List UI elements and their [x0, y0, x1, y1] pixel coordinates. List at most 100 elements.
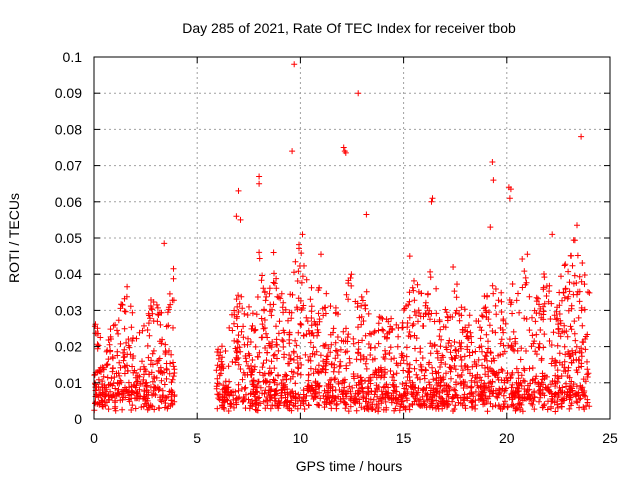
data-point: [332, 339, 339, 346]
data-point: [300, 395, 307, 402]
data-point: [487, 379, 494, 386]
data-point: [305, 402, 312, 409]
data-point: [426, 403, 433, 410]
data-point: [470, 393, 477, 400]
data-point: [458, 372, 465, 378]
data-point: [159, 387, 166, 394]
data-point: [328, 398, 335, 405]
data-point: [458, 304, 465, 311]
data-point: [360, 355, 367, 362]
data-point: [570, 291, 577, 298]
data-point: [121, 346, 128, 353]
data-point: [433, 348, 440, 355]
data-point: [435, 369, 442, 376]
data-point: [473, 318, 480, 324]
data-point: [219, 361, 226, 368]
data-point: [320, 358, 327, 365]
data-point: [415, 288, 422, 295]
data-point: [137, 380, 144, 387]
data-point: [561, 329, 568, 336]
data-point: [121, 387, 128, 394]
data-point: [226, 324, 233, 331]
data-point: [128, 383, 135, 390]
data-point: [213, 367, 220, 374]
data-point: [472, 374, 479, 381]
data-point: [562, 368, 569, 375]
data-point: [423, 367, 429, 374]
data-point: [526, 327, 533, 334]
data-point: [464, 394, 470, 400]
data-point: [371, 329, 377, 336]
data-point: [420, 386, 427, 392]
data-point: [308, 303, 315, 310]
data-point: [574, 399, 581, 406]
data-point: [355, 346, 362, 353]
data-point: [265, 370, 272, 377]
data-point: [567, 402, 574, 409]
data-point: [407, 383, 414, 390]
data-point: [238, 293, 245, 300]
data-point: [312, 393, 319, 400]
data-point: [122, 308, 129, 315]
data-point: [308, 322, 315, 329]
x-tick-labels: 0 5 10 15 20 25: [90, 430, 618, 446]
data-point: [417, 361, 424, 368]
data-point: [516, 388, 522, 394]
data-point: [541, 331, 548, 338]
data-point: [367, 404, 374, 411]
data-point: [474, 379, 480, 385]
data-point: [565, 364, 572, 371]
outlier-point: [549, 231, 556, 238]
data-point: [536, 398, 542, 405]
data-point: [235, 332, 242, 339]
data-point: [500, 317, 507, 324]
data-point: [345, 296, 352, 303]
data-point: [547, 316, 554, 322]
data-point: [469, 349, 476, 356]
data-point: [342, 405, 349, 412]
data-point: [115, 317, 122, 324]
data-point: [280, 344, 287, 350]
data-point: [112, 385, 119, 392]
data-point: [146, 405, 152, 412]
outlier-point: [299, 231, 306, 238]
data-point: [367, 344, 374, 351]
data-point: [286, 401, 293, 408]
data-point: [260, 398, 267, 405]
data-point: [291, 269, 297, 276]
data-point: [258, 315, 265, 322]
data-point: [399, 324, 406, 331]
data-point: [297, 297, 304, 304]
data-point: [423, 392, 430, 399]
data-point: [275, 330, 282, 337]
data-point: [493, 311, 500, 318]
data-point: [555, 325, 562, 332]
data-point: [294, 370, 301, 377]
data-point: [484, 293, 490, 300]
x-tick-label: 25: [602, 430, 618, 446]
data-point: [575, 314, 582, 321]
data-point: [170, 324, 176, 331]
data-point: [554, 367, 561, 374]
data-point: [233, 296, 240, 303]
data-point: [570, 357, 577, 364]
data-point: [458, 339, 465, 346]
plot-frame: [93, 56, 611, 420]
data-point: [431, 318, 438, 325]
data-point: [425, 361, 432, 368]
data-point: [158, 377, 165, 384]
outlier-point: [235, 187, 242, 194]
data-point: [221, 405, 228, 412]
data-point: [548, 381, 554, 388]
data-point: [310, 370, 317, 377]
data-point: [234, 349, 240, 356]
data-point: [383, 335, 390, 342]
data-point: [286, 331, 293, 338]
data-point: [145, 310, 152, 317]
data-point: [414, 281, 421, 288]
data-point: [329, 393, 336, 400]
data-point: [323, 383, 330, 389]
data-point: [492, 286, 499, 292]
data-point: [156, 385, 163, 392]
data-point: [312, 321, 319, 327]
